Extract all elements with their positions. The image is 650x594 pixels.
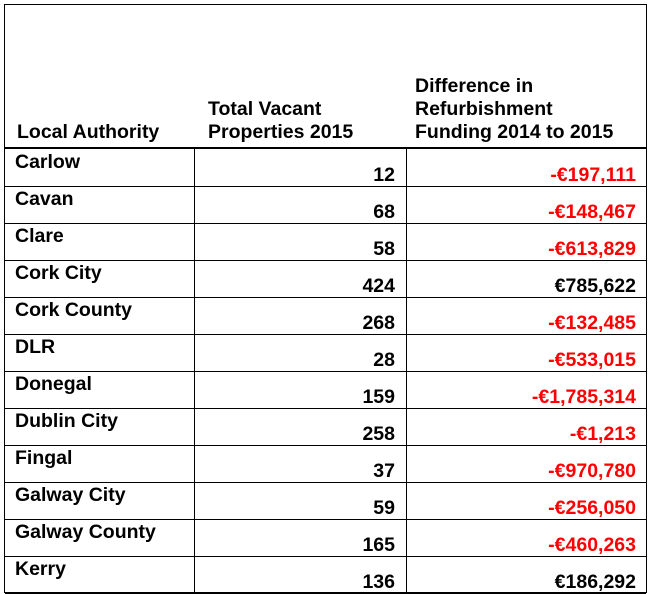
cell-total-vacant: 28 [373, 349, 395, 371]
column-divider [406, 147, 407, 594]
table-header: Local Authority Total Vacant Properties … [5, 5, 646, 149]
table-row: Cavan 68 -€148,467 [5, 186, 646, 224]
header-funding-difference: Difference in Refurbishment Funding 2014… [415, 75, 613, 144]
cell-local-authority: Kerry [15, 558, 66, 580]
cell-funding-difference: -€533,015 [548, 349, 636, 371]
table-row: Galway City 59 -€256,050 [5, 482, 646, 520]
cell-funding-difference: -€197,111 [550, 164, 636, 186]
header-total-vacant-line2: Properties 2015 [208, 121, 354, 143]
cell-local-authority: Cork City [15, 262, 102, 284]
cell-funding-difference: -€132,485 [548, 312, 636, 334]
header-funding-difference-line3: Funding 2014 to 2015 [415, 121, 614, 143]
cell-funding-difference: -€970,780 [548, 460, 636, 482]
table-row: Clare 58 -€613,829 [5, 223, 646, 261]
header-total-vacant-line1: Total Vacant [208, 98, 322, 120]
vacant-properties-table: Local Authority Total Vacant Properties … [4, 4, 647, 594]
cell-total-vacant: 159 [362, 386, 395, 408]
table-row: Galway County 165 -€460,263 [5, 519, 646, 557]
cell-local-authority: Dublin City [15, 410, 118, 432]
table-row: Fingal 37 -€970,780 [5, 445, 646, 483]
cell-local-authority: Carlow [15, 151, 81, 173]
cell-funding-difference: -€460,263 [548, 534, 636, 556]
cell-total-vacant: 58 [373, 238, 395, 260]
cell-local-authority: Cork County [15, 299, 132, 321]
header-funding-difference-line1: Difference in [415, 75, 534, 97]
cell-funding-difference: -€256,050 [548, 497, 636, 519]
header-local-authority: Local Authority [17, 121, 159, 144]
cell-local-authority: Cavan [15, 188, 74, 210]
table-row: Cork County 268 -€132,485 [5, 297, 646, 335]
cell-funding-difference: €186,292 [554, 571, 636, 593]
cell-local-authority: Fingal [15, 447, 73, 469]
header-local-authority-text: Local Authority [17, 121, 160, 143]
cell-total-vacant: 136 [362, 571, 395, 593]
cell-funding-difference: -€1,785,314 [531, 386, 636, 408]
cell-funding-difference: -€148,467 [548, 201, 636, 223]
cell-local-authority: DLR [15, 336, 56, 358]
cell-local-authority: Clare [15, 225, 64, 247]
cell-total-vacant: 268 [362, 312, 395, 334]
cell-total-vacant: 12 [373, 164, 395, 186]
cell-local-authority: Donegal [15, 373, 92, 395]
table-row: Donegal 159 -€1,785,314 [5, 371, 646, 409]
cell-funding-difference: -€613,829 [548, 238, 636, 260]
cell-total-vacant: 165 [362, 534, 395, 556]
cell-total-vacant: 59 [373, 497, 395, 519]
cell-funding-difference: €785,622 [554, 275, 636, 297]
table-row: Kerry 136 €186,292 [5, 556, 646, 594]
cell-local-authority: Galway County [15, 521, 156, 543]
cell-local-authority: Galway City [15, 484, 126, 506]
cell-total-vacant: 68 [373, 201, 395, 223]
cell-total-vacant: 37 [373, 460, 395, 482]
header-funding-difference-line2: Refurbishment [415, 98, 553, 120]
column-divider [194, 147, 195, 594]
cell-total-vacant: 258 [362, 423, 395, 445]
table-row: Carlow 12 -€197,111 [5, 149, 646, 187]
cell-funding-difference: -€1,213 [569, 423, 636, 445]
table-row: DLR 28 -€533,015 [5, 334, 646, 372]
table-row: Cork City 424 €785,622 [5, 260, 646, 298]
header-total-vacant: Total Vacant Properties 2015 [208, 98, 353, 144]
table-row: Dublin City 258 -€1,213 [5, 408, 646, 446]
cell-total-vacant: 424 [362, 275, 395, 297]
